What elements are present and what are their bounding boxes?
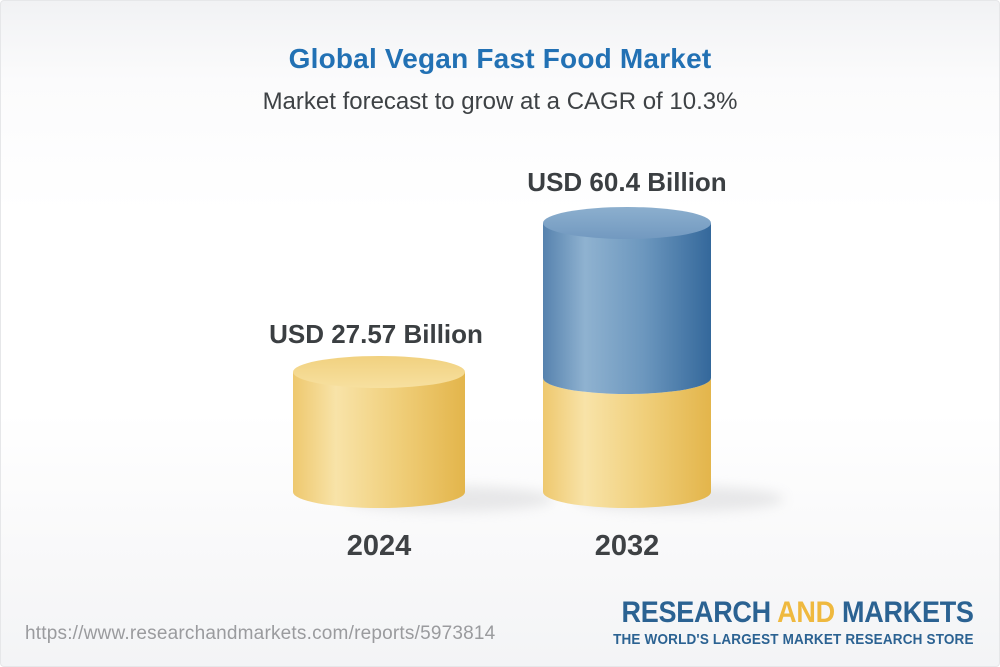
logo-word-markets: MARKETS bbox=[842, 596, 974, 629]
bar-2032-gold-segment bbox=[543, 378, 711, 508]
logo-wordmark: RESEARCH AND MARKETS bbox=[613, 598, 974, 628]
bar-2032-cylinder bbox=[543, 207, 711, 508]
logo-word-research: RESEARCH bbox=[621, 596, 772, 629]
bar-2032-blue-segment bbox=[543, 223, 711, 394]
logo-word-and: AND bbox=[777, 596, 836, 629]
report-url-link[interactable]: https://www.researchandmarkets.com/repor… bbox=[25, 623, 496, 644]
bar-value-label-2024: USD 27.57 Billion bbox=[269, 319, 483, 349]
logo-tagline: THE WORLD'S LARGEST MARKET RESEARCH STOR… bbox=[613, 631, 974, 648]
bar-category-label-2032: 2032 bbox=[594, 530, 660, 562]
bar-value-label-2032: USD 60.4 Billion bbox=[527, 167, 727, 197]
page-title: Global Vegan Fast Food Market bbox=[288, 43, 712, 74]
bar-2024-cylinder bbox=[293, 356, 465, 508]
bar-category-label-2024: 2024 bbox=[346, 530, 412, 562]
research-and-markets-logo: RESEARCH AND MARKETS THE WORLD'S LARGEST… bbox=[613, 598, 974, 649]
page-subtitle: Market forecast to grow at a CAGR of 10.… bbox=[262, 88, 738, 115]
